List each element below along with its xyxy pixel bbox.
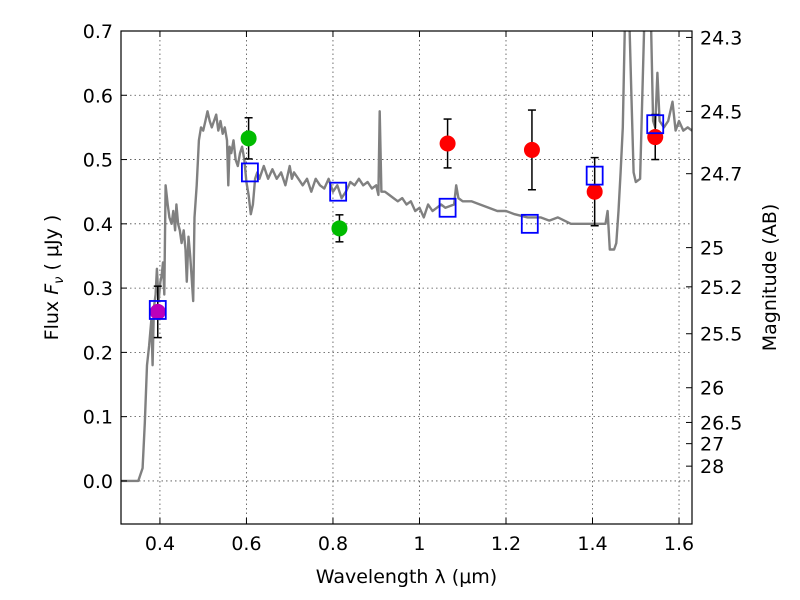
y-tick-label: 0.6 [83,85,113,107]
y2-tick-label: 24.7 [700,164,742,186]
sed-model-line [121,31,692,483]
y-tick-label: 0.5 [83,150,113,172]
y2-tick-label: 25 [700,238,724,260]
model-square [148,300,167,320]
data-point [647,129,664,146]
data-point [149,303,166,320]
model-square [520,213,539,234]
x-axis: 0.4 0.6 0.8 1 1.2 1.4 1.6 [145,31,694,555]
y-tick-label: 0.3 [83,278,113,300]
data-point [331,220,348,237]
axes-frame [120,30,693,525]
grid [121,30,692,524]
y-tick-label: 0.1 [83,407,113,429]
y2-tick-label: 24.3 [700,27,742,49]
y2-axis-title: Magnitude (AB) [759,204,781,352]
y-axis-title: Flux Fν ( μJy ) [41,215,67,341]
model-square [241,162,259,183]
x-tick-label: 1.4 [577,533,607,555]
y2-tick-label: 26 [700,378,724,400]
model-square [329,181,348,202]
data-point [439,135,456,152]
y-axis-title-symbol: F [41,283,63,295]
y-tick-label: 0.0 [83,471,113,493]
model-square [585,165,604,186]
x-tick-label: 0.6 [231,533,261,555]
y2-tick-label: 25.2 [700,277,742,299]
y-axis-title-subscript: ν [52,277,67,284]
y2-tick-label: 24.5 [700,101,742,123]
model-square [646,114,665,135]
y2-tick-label: 27 [700,434,724,456]
data-point [523,141,540,158]
data-point [240,130,257,147]
y2-tick-label: 25.5 [700,324,742,346]
x-axis-title: Wavelength λ (μm) [316,566,497,588]
x-tick-label: 1.6 [664,533,694,555]
x-tick-label: 1.2 [491,533,521,555]
plot-area [121,31,692,483]
y-tick-label: 0.4 [83,214,113,236]
data-point [586,183,603,200]
y2-tick-label: 26.5 [700,412,742,434]
y-axis-title-unit: ( μJy ) [41,215,63,277]
x-tick-label: 1 [413,533,425,555]
x-tick-label: 0.4 [145,533,175,555]
model-square [438,197,457,218]
y-axis-title-prefix: Flux [41,295,63,341]
y2-tick-label: 28 [700,456,724,478]
y-tick-label: 0.7 [83,21,113,43]
y-tick-label: 0.2 [83,342,113,364]
x-tick-label: 0.8 [318,533,348,555]
y-axis: 0.0 0.1 0.2 0.3 0.4 0.5 0.6 0.7 [83,21,127,493]
